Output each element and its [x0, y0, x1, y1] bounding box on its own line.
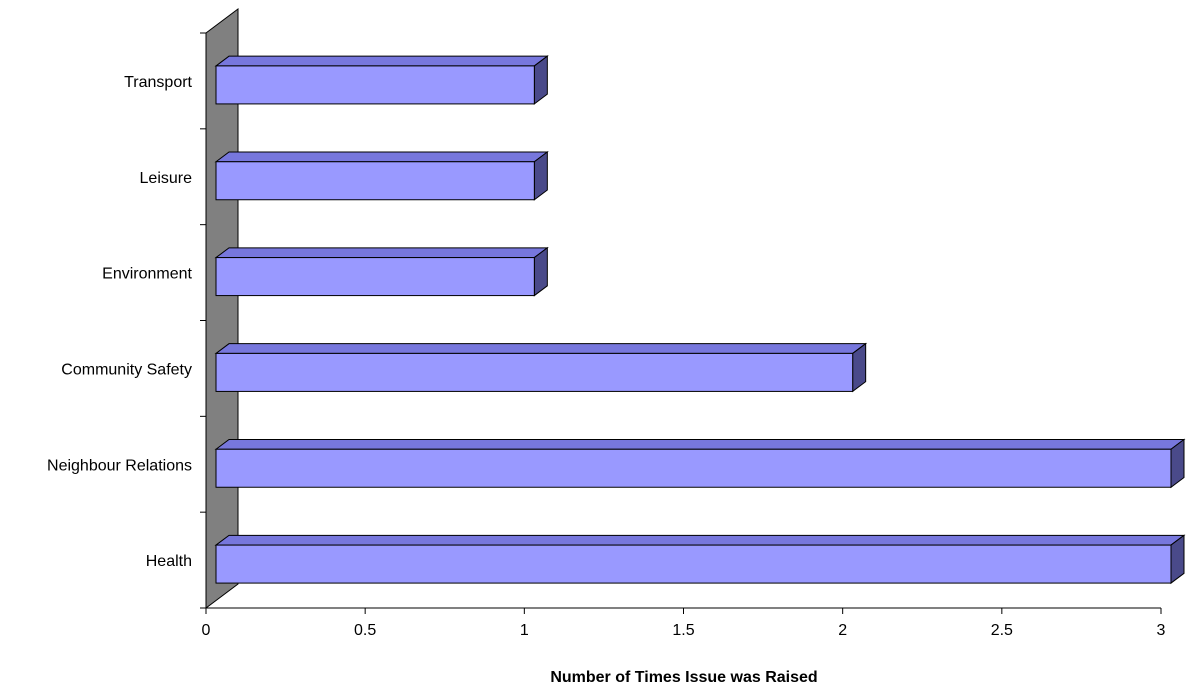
bar-front-face: [215, 65, 535, 105]
chart-axes: [200, 32, 1162, 614]
x-tick-label: 3: [1157, 622, 1166, 639]
x-tick-label: 2.5: [991, 622, 1013, 639]
x-tick-labels: 0 0.5 1 1.5 2 2.5 3: [202, 622, 1166, 639]
bar-front-face: [215, 448, 1172, 488]
category-label: Health: [146, 553, 192, 570]
category-label: Community Safety: [61, 361, 192, 378]
bar-transport: [214, 55, 549, 105]
category-label: Leisure: [140, 170, 193, 187]
x-tick-label: 1: [520, 622, 529, 639]
x-tick-label: 2: [838, 622, 847, 639]
bar-top-face: [214, 534, 1186, 546]
x-tick-label: 1.5: [672, 622, 694, 639]
bar-front-face: [215, 544, 1172, 584]
bar-top-face: [214, 55, 549, 67]
category-label: Environment: [102, 266, 192, 283]
bar-community-safety: [214, 342, 868, 393]
bar-top-face: [214, 439, 1186, 450]
bar-environment: [214, 246, 549, 297]
x-axis-title: Number of Times Issue was Raised: [550, 669, 817, 686]
bar-front-face: [215, 257, 535, 297]
bar-health: [214, 534, 1186, 585]
category-label: Neighbour Relations: [47, 457, 192, 474]
category-labels: Health Neighbour Relations Community Safet…: [47, 74, 193, 570]
category-label: Transport: [124, 74, 192, 91]
bar-top-face: [214, 247, 549, 259]
bar-leisure: [214, 151, 549, 201]
bar-front-face: [215, 352, 854, 392]
bar-front-face: [215, 161, 535, 201]
x-tick-label: 0: [202, 622, 211, 639]
x-tick-label: 0.5: [354, 622, 376, 639]
bar-top-face: [214, 151, 549, 163]
bar-neighbour-relations: [214, 438, 1186, 489]
chart-bars: [214, 55, 1186, 585]
bar-top-face: [214, 343, 868, 354]
